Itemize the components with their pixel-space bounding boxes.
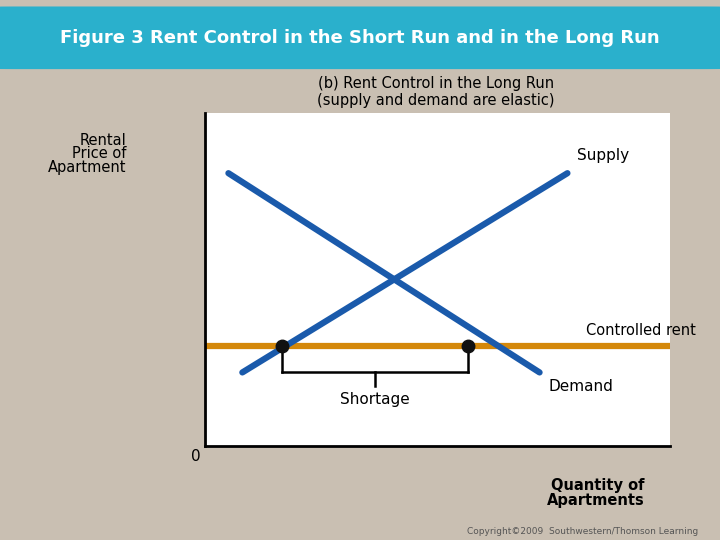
Text: Copyright©2009  Southwestern/Thomson Learning: Copyright©2009 Southwestern/Thomson Lear… [467, 526, 698, 536]
Text: Demand: Demand [549, 379, 613, 394]
Text: Apartment: Apartment [48, 160, 126, 175]
Text: Supply: Supply [577, 148, 629, 163]
Text: Price of: Price of [71, 146, 126, 161]
FancyBboxPatch shape [0, 6, 720, 69]
Text: Rental: Rental [79, 133, 126, 148]
Text: 0: 0 [191, 449, 201, 464]
Text: Shortage: Shortage [340, 393, 410, 407]
Text: (b) Rent Control in the Long Run: (b) Rent Control in the Long Run [318, 76, 554, 91]
Text: Controlled rent: Controlled rent [586, 322, 696, 338]
Text: Figure 3 Rent Control in the Short Run and in the Long Run: Figure 3 Rent Control in the Short Run a… [60, 29, 660, 47]
Text: (supply and demand are elastic): (supply and demand are elastic) [317, 93, 554, 108]
Text: Quantity of: Quantity of [551, 478, 644, 493]
Text: Apartments: Apartments [546, 493, 644, 508]
